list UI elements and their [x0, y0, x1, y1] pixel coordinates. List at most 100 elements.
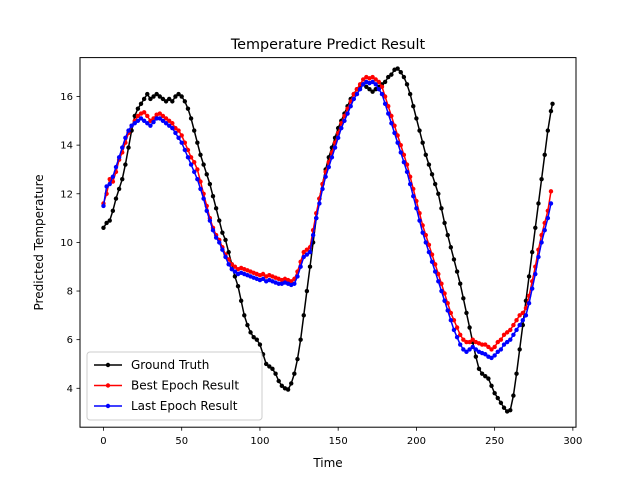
data-point	[414, 116, 419, 121]
data-point	[520, 310, 525, 316]
data-point	[401, 74, 407, 80]
data-point	[295, 274, 300, 279]
data-point	[173, 125, 178, 131]
data-point	[389, 121, 394, 126]
data-point	[548, 189, 554, 194]
data-point	[445, 232, 450, 238]
data-point	[332, 145, 338, 150]
data-point	[501, 405, 507, 410]
data-point	[423, 152, 428, 158]
data-point	[461, 296, 466, 301]
data-point	[489, 355, 494, 361]
data-point	[417, 218, 422, 223]
data-point	[492, 353, 497, 358]
data-point	[454, 269, 460, 274]
data-point	[185, 147, 191, 153]
data-point	[498, 400, 504, 406]
data-point	[207, 181, 213, 187]
data-point	[370, 74, 375, 80]
data-point	[533, 271, 538, 277]
data-point	[132, 121, 137, 126]
data-point	[498, 337, 504, 342]
data-point	[357, 87, 363, 92]
data-point	[454, 335, 460, 340]
data-point	[464, 349, 469, 355]
data-point	[370, 89, 375, 94]
data-point	[395, 140, 400, 145]
legend-swatch-marker	[105, 383, 111, 388]
legend-label: Last Epoch Result	[131, 399, 238, 413]
y-tick-label: 10	[60, 238, 73, 249]
data-point	[188, 162, 194, 167]
data-point	[508, 327, 513, 333]
data-point	[116, 186, 122, 192]
data-point	[179, 94, 184, 99]
data-point	[260, 276, 266, 282]
data-point	[151, 94, 156, 99]
data-point	[426, 162, 432, 167]
x-tick-label: 150	[329, 436, 348, 447]
data-point	[548, 108, 554, 114]
data-point	[376, 87, 382, 92]
data-point	[529, 286, 535, 291]
data-point	[292, 371, 297, 376]
data-point	[517, 313, 522, 318]
data-point	[123, 135, 128, 141]
data-point	[126, 145, 131, 150]
data-point	[217, 240, 222, 245]
data-point	[107, 181, 112, 187]
data-point	[157, 116, 162, 121]
data-point	[464, 339, 469, 345]
data-point	[354, 87, 360, 92]
data-point	[141, 96, 147, 102]
data-point	[395, 133, 400, 138]
data-point	[141, 110, 147, 115]
data-point	[382, 79, 388, 85]
data-point	[170, 121, 175, 126]
y-tick-label: 14	[60, 141, 73, 152]
data-point	[479, 342, 485, 347]
data-point	[342, 118, 347, 124]
data-point	[539, 176, 544, 182]
data-point	[370, 79, 375, 85]
data-point	[276, 281, 281, 286]
data-point	[314, 215, 319, 221]
data-point	[470, 337, 475, 342]
data-point	[526, 274, 532, 279]
data-point	[326, 164, 331, 170]
data-point	[192, 169, 197, 175]
data-point	[276, 378, 281, 384]
data-point	[458, 342, 463, 347]
data-point	[361, 77, 366, 82]
data-point	[464, 310, 469, 316]
data-point	[354, 91, 360, 97]
data-point	[223, 254, 228, 260]
data-point	[404, 169, 410, 175]
data-point	[379, 84, 385, 89]
data-point	[398, 142, 403, 148]
data-point	[436, 279, 441, 284]
data-point	[501, 332, 507, 337]
data-point	[135, 113, 141, 119]
data-point	[495, 395, 500, 401]
data-point	[176, 128, 181, 133]
x-tick-label: 100	[250, 436, 269, 447]
data-point	[170, 125, 175, 131]
legend-swatch-marker	[105, 362, 111, 368]
data-point	[116, 155, 122, 160]
data-point	[113, 196, 119, 201]
data-point	[442, 291, 447, 296]
data-point	[160, 96, 166, 102]
data-point	[126, 128, 131, 133]
y-tick-label: 16	[60, 92, 73, 103]
data-point	[454, 325, 460, 330]
data-point	[398, 150, 403, 155]
data-point	[373, 82, 378, 87]
data-point	[351, 96, 357, 102]
data-point	[320, 186, 325, 192]
data-point	[411, 104, 416, 109]
data-point	[367, 87, 372, 92]
data-point	[163, 99, 169, 104]
